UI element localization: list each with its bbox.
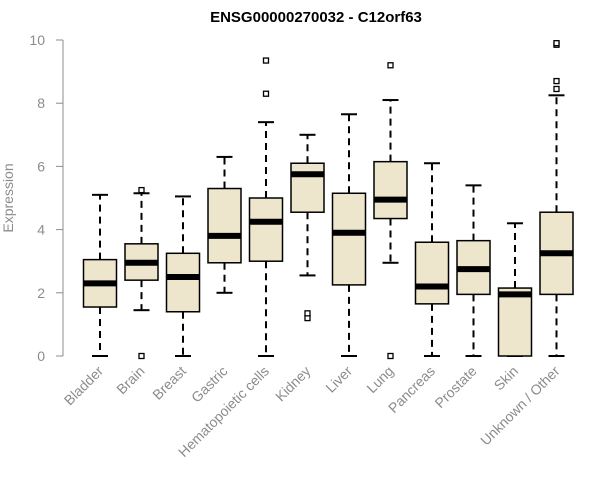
y-axis-label: Expression — [0, 163, 16, 232]
box-pancreas — [414, 162, 450, 357]
box-iqr — [207, 187, 242, 264]
box-iqr — [165, 252, 201, 313]
outlier-point — [262, 90, 270, 97]
box-prostate — [456, 184, 491, 357]
outlier-point — [553, 40, 560, 47]
outlier-point — [553, 77, 560, 85]
box-iqr — [248, 197, 284, 262]
outlier-point — [138, 186, 145, 194]
y-tick-label: 6 — [37, 158, 45, 174]
x-tick-label: Bladder — [61, 363, 107, 409]
box-iqr — [497, 287, 533, 357]
x-tick-label: Liver — [322, 363, 355, 396]
box-brain — [124, 186, 159, 360]
box-unknown-other — [539, 40, 574, 357]
box-hematopoietic-cells — [248, 57, 284, 357]
outlier-point — [553, 85, 560, 93]
y-tick-label: 0 — [37, 348, 45, 364]
box-iqr — [331, 192, 367, 286]
y-tick-label: 2 — [37, 285, 45, 301]
x-tick-label: Brain — [113, 363, 147, 397]
box-bladder — [82, 193, 118, 357]
y-tick-label: 4 — [37, 222, 45, 238]
y-tick-label: 8 — [37, 95, 45, 111]
outlier-point — [304, 310, 311, 317]
box-skin — [497, 222, 533, 357]
box-iqr — [290, 162, 325, 213]
box-lung — [373, 62, 408, 360]
outlier-point — [387, 352, 394, 360]
x-tick-label: Breast — [149, 363, 189, 403]
y-tick-label: 10 — [29, 32, 45, 48]
x-tick-label: Kidney — [272, 363, 314, 405]
box-iqr — [414, 241, 450, 305]
x-tick-label: Skin — [491, 363, 522, 394]
outlier-point — [138, 352, 145, 360]
y-axis: 0 2 4 6 8 10 — [29, 32, 64, 364]
box-liver — [331, 113, 367, 357]
box-breast — [165, 195, 201, 357]
plot-area — [82, 40, 574, 360]
x-tick-label: Prostate — [431, 363, 479, 411]
chart-title: ENSG00000270032 - C12orf63 — [210, 9, 422, 26]
x-tick-label: Unknown / Other — [477, 363, 563, 449]
outlier-point — [262, 57, 270, 64]
box-kidney — [290, 133, 325, 322]
outlier-point — [387, 62, 394, 69]
box-iqr — [373, 160, 408, 220]
x-tick-label: Lung — [363, 363, 396, 396]
box-gastric — [207, 155, 242, 294]
